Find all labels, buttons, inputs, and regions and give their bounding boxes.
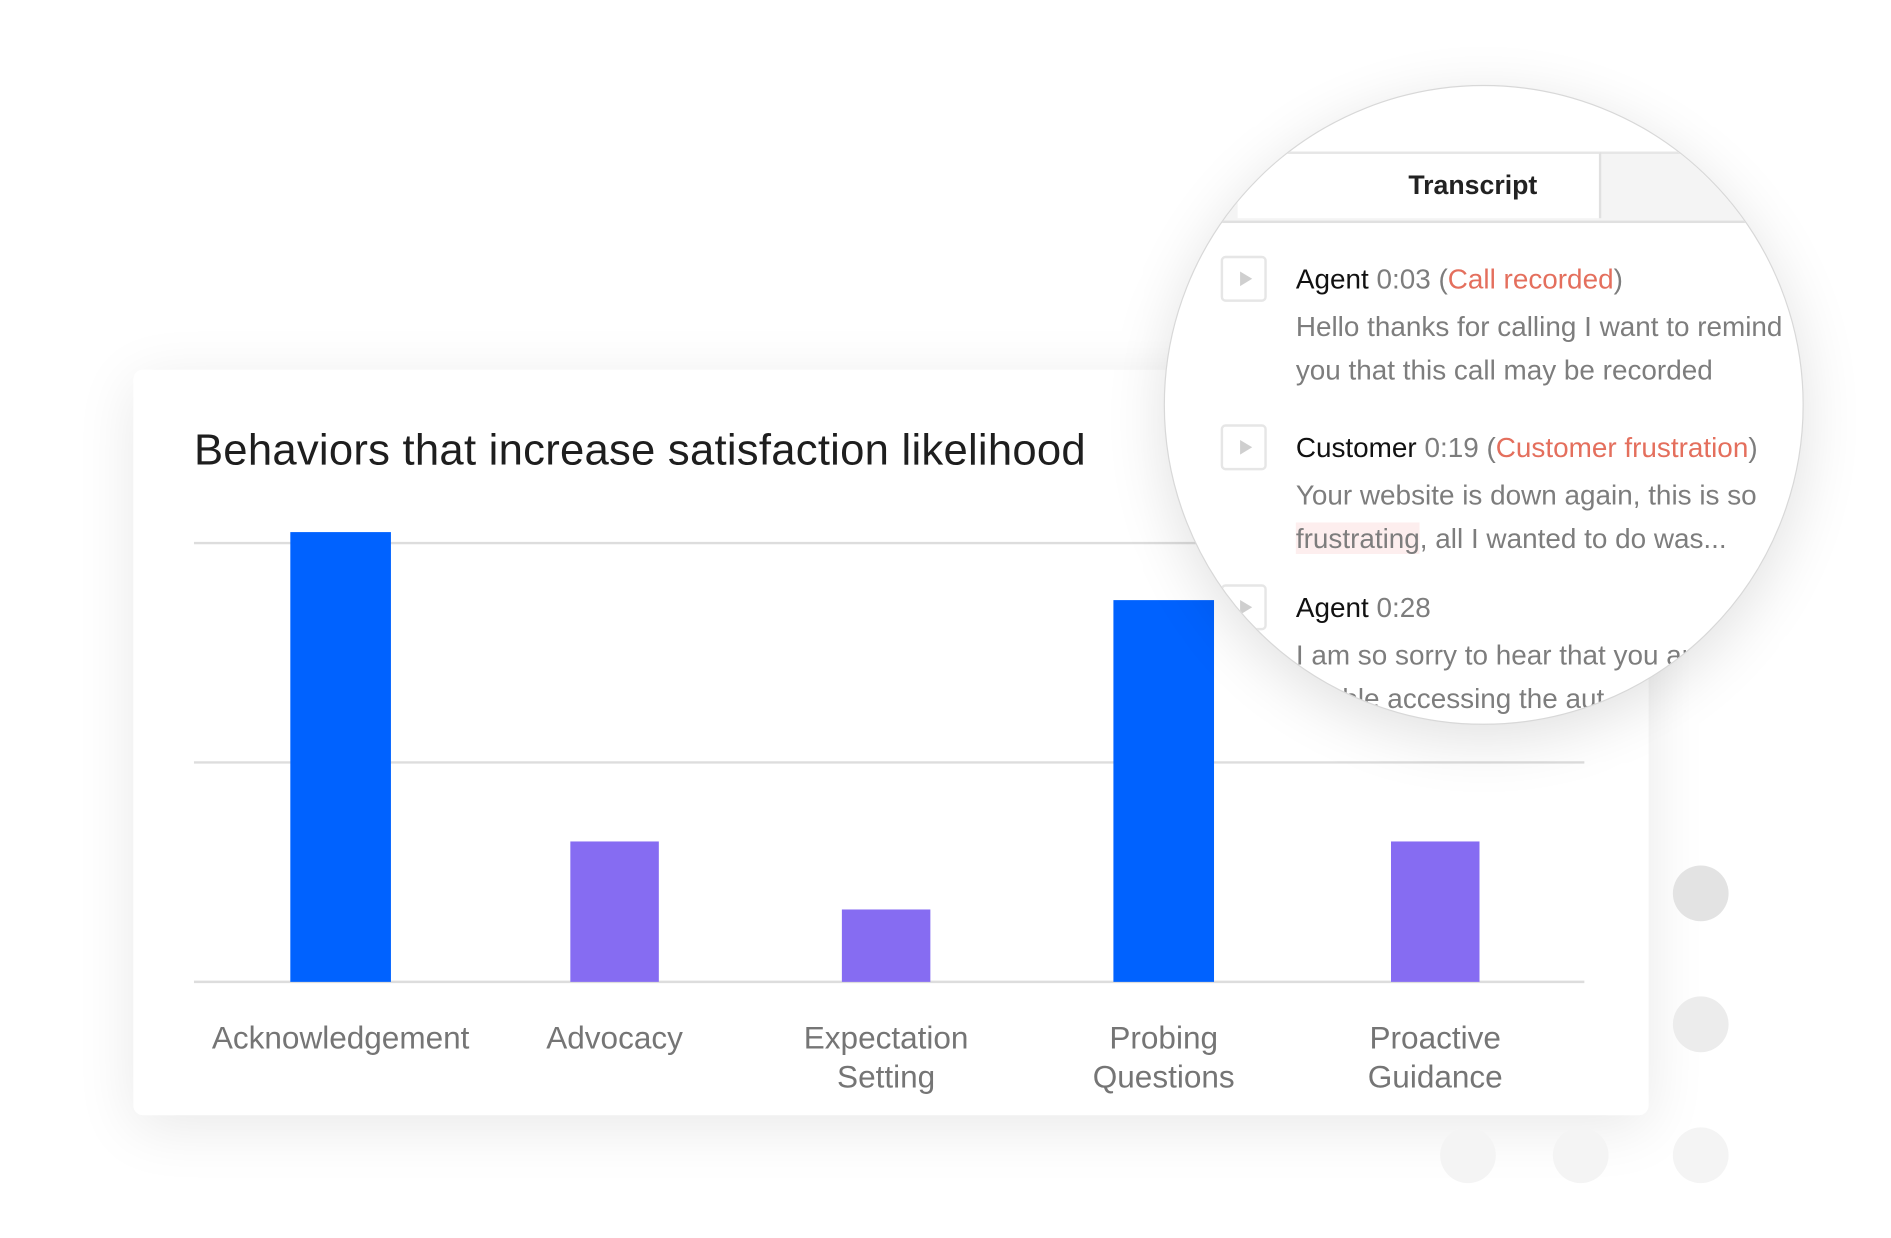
transcript-line: Your website is down again, this is so	[1295, 478, 1757, 511]
x-tick-label: Expectation Setting	[803, 1019, 969, 1095]
transcript-line: unable accessing the aut	[1295, 682, 1605, 714]
decorative-dot	[1672, 996, 1729, 1053]
decorative-dot	[1552, 1127, 1609, 1184]
speaker: Agent	[1295, 263, 1369, 295]
transcript-line: , all I wanted to do was...	[1419, 522, 1727, 554]
speaker: Customer	[1295, 431, 1417, 464]
timestamp: 0:03	[1376, 263, 1431, 295]
play-icon[interactable]	[1220, 255, 1267, 302]
x-tick-label: Proactive Guidance	[1367, 1019, 1503, 1095]
decorative-dot	[1440, 1127, 1496, 1184]
event-tag: Call recorded	[1447, 263, 1614, 295]
bar-expectation-setting	[841, 909, 931, 982]
x-tick-label: Probing Questions	[1092, 1019, 1235, 1095]
timestamp: 0:19	[1424, 431, 1479, 464]
bar-acknowledgement	[290, 532, 391, 982]
play-icon[interactable]	[1220, 424, 1267, 471]
timestamp: 0:28	[1376, 591, 1431, 624]
x-tick-label: Acknowledgement	[211, 1019, 470, 1056]
play-icon[interactable]	[1220, 584, 1267, 631]
decorative-dot	[1672, 1127, 1729, 1184]
speaker: Agent	[1295, 591, 1369, 624]
bar-advocacy	[570, 841, 659, 982]
transcript-line: I am so sorry to hear that you are	[1295, 638, 1707, 671]
chart-title: Behaviors that increase satisfaction lik…	[193, 424, 1086, 474]
transcript-line: Hello thanks for calling I want to remin…	[1295, 310, 1783, 342]
decorative-dot	[1672, 865, 1729, 922]
event-tag: Customer frustration	[1495, 431, 1749, 464]
transcript-line: you that this call may be recorded	[1295, 353, 1713, 386]
bar-proactive-guidance	[1390, 841, 1480, 982]
highlighted-keyword: frustrating	[1295, 522, 1420, 554]
x-tick-label: Advocacy	[546, 1019, 683, 1056]
bar-probing-questions	[1113, 600, 1215, 982]
tab-transcript[interactable]: Transcript	[1237, 151, 1602, 219]
transcript-magnifier: Transcript Agent 0:03 (Call recorded) He…	[1163, 84, 1804, 725]
